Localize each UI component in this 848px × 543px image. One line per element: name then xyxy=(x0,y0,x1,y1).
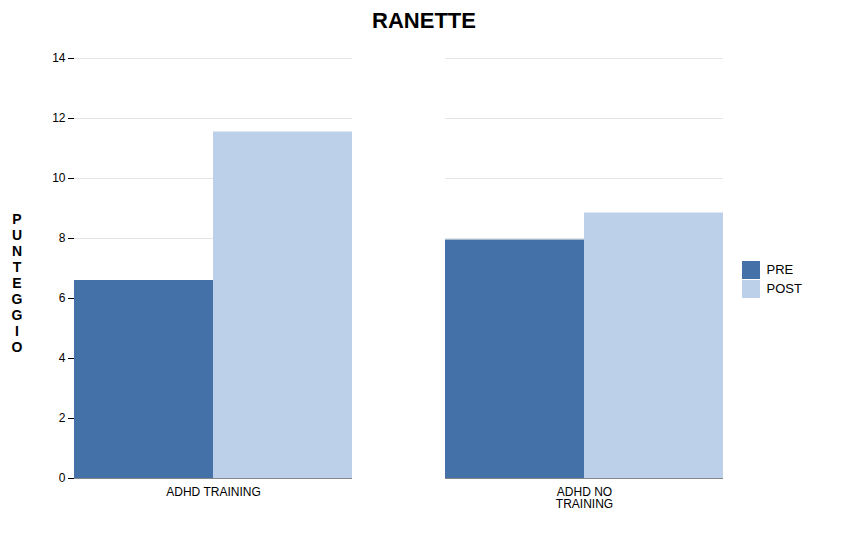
svg-text:10: 10 xyxy=(52,171,66,185)
svg-text:2: 2 xyxy=(59,411,66,425)
svg-text:12: 12 xyxy=(52,111,66,125)
svg-text:8: 8 xyxy=(59,231,66,245)
svg-text:6: 6 xyxy=(59,291,66,305)
svg-text:ADHD TRAINING: ADHD TRAINING xyxy=(166,485,260,499)
svg-text:4: 4 xyxy=(59,351,66,365)
html-text:P U N T E G G I O: P U N T E G G I O xyxy=(11,211,23,355)
svg-text:ADHD NOTRAINING: ADHD NOTRAINING xyxy=(556,485,613,511)
svg-text:14: 14 xyxy=(52,51,66,65)
html-text:POST: POST xyxy=(766,281,802,297)
svg-text:0: 0 xyxy=(59,471,66,485)
html-text:PRE: PRE xyxy=(766,262,794,278)
html-text:RANETTE: RANETTE xyxy=(372,8,476,33)
